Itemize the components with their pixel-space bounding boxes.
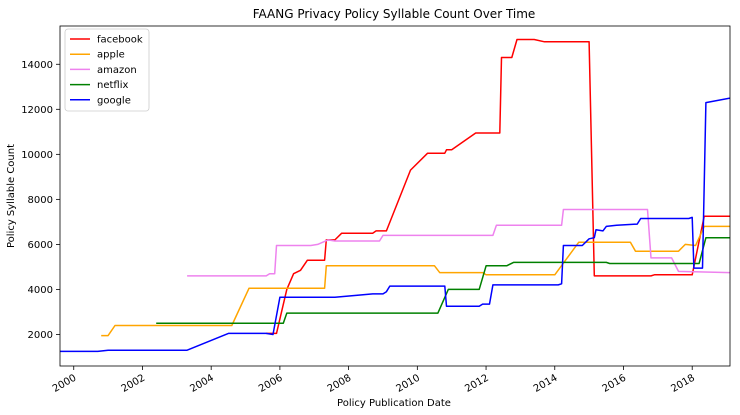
legend-box (64, 28, 150, 112)
legend: facebook apple amazon netflix google (64, 28, 150, 112)
x-tick-label: 2010 (394, 373, 422, 395)
y-tick-label: 8000 (28, 195, 53, 206)
legend-label-netflix: netflix (97, 80, 128, 91)
legend-label-amazon: amazon (97, 65, 137, 76)
y-tick-label: 10000 (21, 150, 53, 161)
legend-label-google: google (97, 95, 131, 106)
y-tick-label: 14000 (21, 60, 53, 71)
series-line-facebook (266, 38, 730, 335)
series-line-google (60, 97, 730, 353)
y-axis-label: Policy Syllable Count (6, 144, 17, 248)
x-tick-label: 2016 (601, 373, 629, 395)
y-tick-label: 6000 (28, 240, 53, 251)
y-tick-label: 12000 (21, 105, 53, 116)
legend-label-facebook: facebook (97, 35, 143, 46)
x-tick-label: 2000 (51, 373, 79, 395)
x-tick-label: 2006 (257, 373, 285, 395)
chart-title: FAANG Privacy Policy Syllable Count Over… (253, 7, 536, 21)
plot-frame (59, 25, 731, 367)
series-line-netflix (156, 236, 730, 324)
series-line-apple (101, 225, 730, 337)
x-tick-label: 2008 (326, 373, 354, 395)
plot-area (60, 38, 730, 353)
x-tick-label: 2018 (669, 373, 697, 395)
x-tick-label: 2004 (188, 373, 216, 395)
x-tick-label: 2002 (120, 373, 148, 395)
x-axis-label: Policy Publication Date (337, 398, 451, 409)
series-line-amazon (187, 208, 730, 277)
legend-label-apple: apple (97, 50, 125, 61)
x-tick-label: 2014 (532, 373, 560, 395)
y-tick-label: 4000 (28, 285, 53, 296)
x-tick-label: 2012 (463, 373, 491, 395)
y-tick-label: 2000 (28, 330, 53, 341)
